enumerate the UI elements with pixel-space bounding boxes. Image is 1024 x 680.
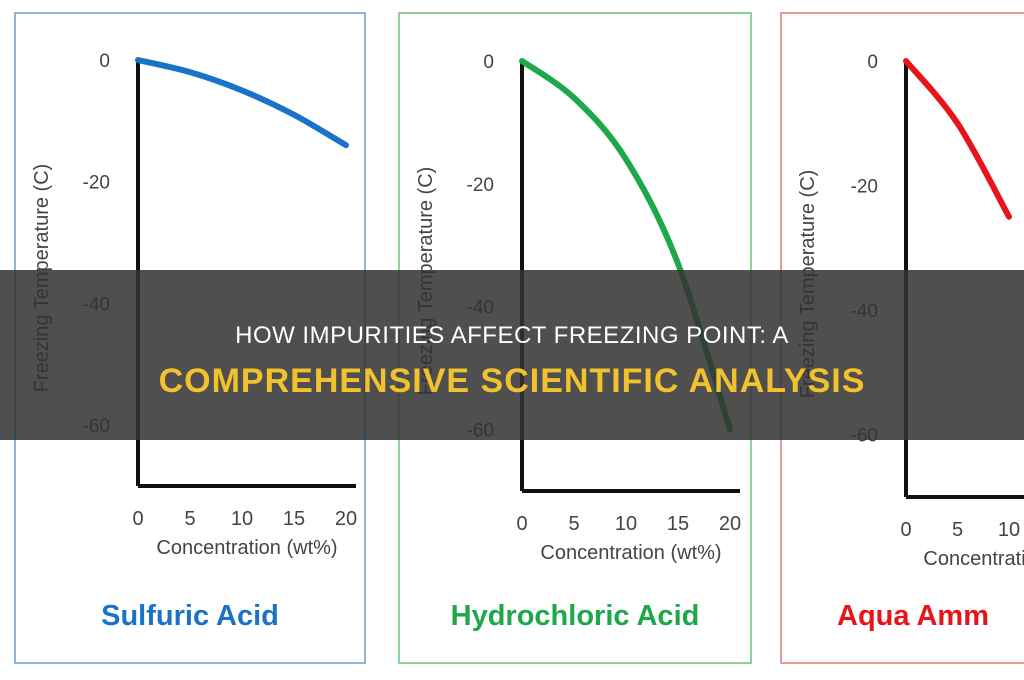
chart-title: Sulfuric Acid: [101, 600, 279, 632]
x-tick-label: 5: [568, 513, 579, 535]
y-tick-label: -20: [851, 177, 878, 198]
x-tick-label: 10: [998, 519, 1020, 541]
series-line: [903, 58, 1012, 220]
x-tick-label: 15: [283, 508, 305, 530]
x-tick-label: 0: [900, 519, 911, 541]
x-tick-label: 10: [231, 508, 253, 530]
y-tick-label: -20: [83, 173, 110, 194]
banner-title-line2: Comprehensive Scientific Analysis: [158, 362, 866, 400]
y-tick-label: 0: [867, 52, 878, 73]
x-tick-label: 15: [667, 513, 689, 535]
x-tick-label: 5: [184, 508, 195, 530]
chart-title: Aqua Amm: [837, 600, 989, 632]
banner-title-line1: How Impurities Affect Freezing Point: A: [235, 322, 789, 349]
title-banner: How Impurities Affect Freezing Point: A …: [0, 270, 1024, 440]
y-tick-label: 0: [99, 51, 110, 72]
series-line: [135, 57, 349, 149]
x-axis-label: Concentration (wt%): [923, 548, 1024, 570]
x-tick-label: 10: [615, 513, 637, 535]
x-axis-label: Concentration (wt%): [156, 537, 337, 559]
x-axis-label: Concentration (wt%): [540, 542, 721, 564]
y-tick-label: -20: [467, 175, 494, 196]
x-tick-label: 5: [952, 519, 963, 541]
x-tick-label: 0: [132, 508, 143, 530]
chart-title: Hydrochloric Acid: [450, 600, 700, 632]
x-tick-label: 0: [516, 513, 527, 535]
x-tick-label: 20: [335, 508, 357, 530]
y-tick-label: 0: [483, 52, 494, 73]
x-tick-label: 20: [719, 513, 741, 535]
